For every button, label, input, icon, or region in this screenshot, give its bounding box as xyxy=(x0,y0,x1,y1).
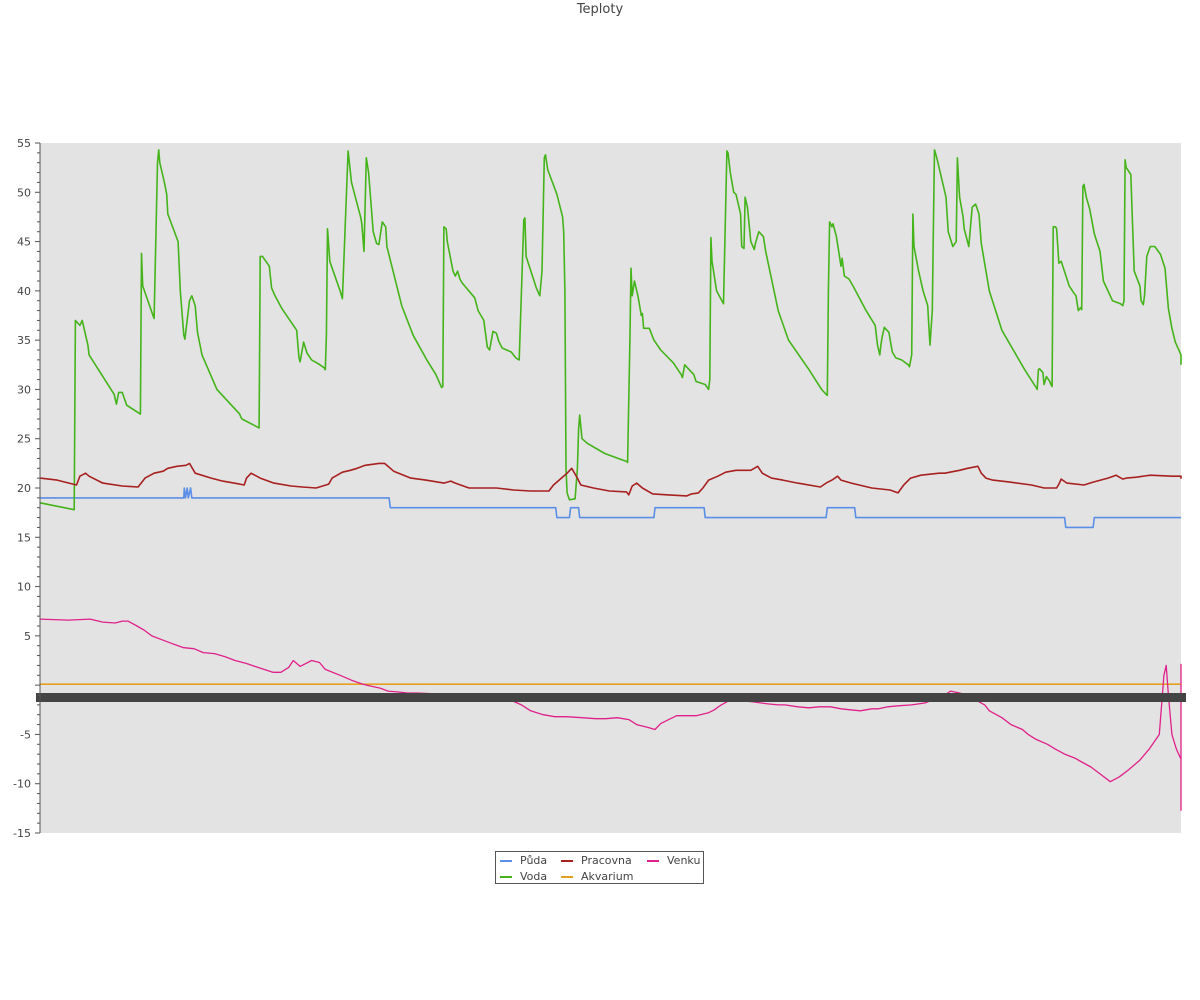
series-line-pracovna xyxy=(39,462,1182,497)
y-tick-label: 5 xyxy=(24,630,31,643)
legend-item: Venku xyxy=(647,854,700,868)
y-tick-label: -5 xyxy=(20,728,31,741)
zero-band xyxy=(36,693,1186,702)
legend-swatch xyxy=(561,860,573,862)
legend-label: Pracovna xyxy=(581,854,632,867)
y-tick-label: 50 xyxy=(17,186,31,199)
legend-swatch xyxy=(500,876,512,878)
y-tick-label: 35 xyxy=(17,334,31,347)
legend-label: Půda xyxy=(520,854,548,867)
y-tick-label: 20 xyxy=(17,482,31,495)
y-tick-label: -10 xyxy=(13,778,31,791)
legend-item: Voda xyxy=(500,870,547,884)
legend: Půda Voda Pracovna Akvarium Venku xyxy=(495,851,704,884)
legend-label: Venku xyxy=(667,854,701,867)
legend-item: Akvarium xyxy=(561,870,633,884)
y-tick-label: 10 xyxy=(17,581,31,594)
legend-swatch xyxy=(500,860,512,862)
series-line-půda xyxy=(40,487,1181,529)
y-tick-label: 45 xyxy=(17,236,31,249)
series-line-venku xyxy=(39,618,1182,811)
y-tick-label: 25 xyxy=(17,433,31,446)
chart-title: Teploty xyxy=(576,2,624,17)
legend-label: Akvarium xyxy=(581,870,634,883)
series-layer xyxy=(39,149,1182,811)
legend-swatch xyxy=(561,876,573,878)
plot-area xyxy=(40,143,1181,833)
y-tick-label: 40 xyxy=(17,285,31,298)
legend-swatch xyxy=(647,860,659,862)
legend-item: Půda xyxy=(500,854,547,868)
legend-label: Voda xyxy=(520,870,548,883)
series-line-voda xyxy=(39,149,1182,511)
y-tick-label: 55 xyxy=(17,137,31,150)
y-tick-label: 15 xyxy=(17,531,31,544)
legend-item: Pracovna xyxy=(561,854,632,868)
y-tick-label: -15 xyxy=(13,827,31,840)
y-tick-label: 30 xyxy=(17,383,31,396)
y-axis: -15 -10 -5 5 10 15 20 25 30 35 40 45 50 55 xyxy=(13,137,41,840)
